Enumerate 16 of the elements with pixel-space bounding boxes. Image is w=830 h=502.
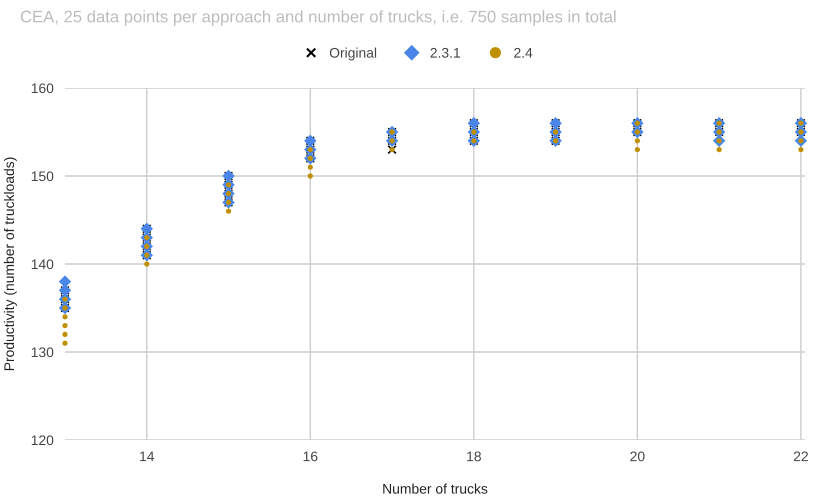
x-tick-label: 22 <box>794 451 808 462</box>
legend-label: 2.3.1 <box>430 48 460 58</box>
y-tick-label: 130 <box>32 347 54 358</box>
x-tick-label: 20 <box>630 451 645 462</box>
y-tick-label: 120 <box>32 435 54 446</box>
y-tick-label: 150 <box>32 171 54 182</box>
legend-label: Original <box>330 48 376 60</box>
x-tick-label: 16 <box>304 451 318 462</box>
x-tick-label: 14 <box>140 452 154 462</box>
x-tick-label: 18 <box>467 451 481 462</box>
y-axis-title: Productivity (number of truckloads) <box>4 158 17 370</box>
y-tick-label: 160 <box>32 83 54 94</box>
chart-title: CEA, 25 data points per approach and number of trucks, i.e. 750 samples in total <box>20 10 616 26</box>
x-axis-title: Number of trucks <box>383 484 488 494</box>
y-tick-label: 140 <box>32 259 54 270</box>
legend-label: 2.4 <box>514 48 532 58</box>
